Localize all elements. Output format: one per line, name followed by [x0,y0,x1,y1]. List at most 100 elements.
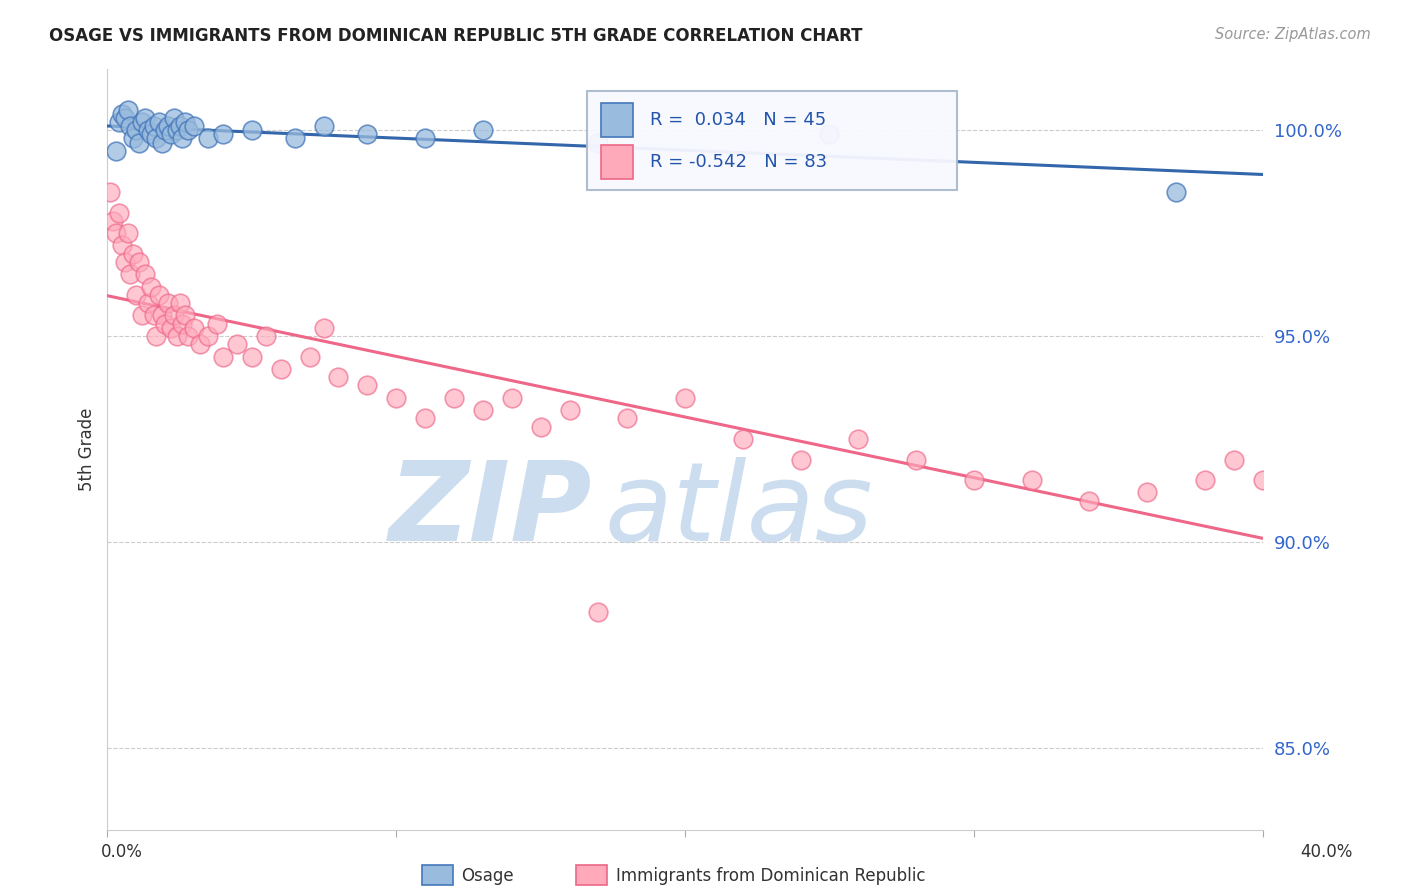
Point [356,128,378,142]
Point [145,131,167,145]
Point [212,128,235,142]
Point [160,320,183,334]
Text: 0.0%: 0.0% [101,843,143,861]
Text: Source: ZipAtlas.com: Source: ZipAtlas.com [1215,27,1371,42]
Point [163,111,186,125]
Point [284,131,307,145]
Point [197,329,219,343]
Point [128,255,150,269]
Point [98,185,121,199]
Point [172,317,194,331]
Point [963,473,986,487]
Text: OSAGE VS IMMIGRANTS FROM DOMINICAN REPUBLIC 5TH GRADE CORRELATION CHART: OSAGE VS IMMIGRANTS FROM DOMINICAN REPUB… [49,27,863,45]
Y-axis label: 5th Grade: 5th Grade [79,408,96,491]
Point [240,350,263,364]
Text: atlas: atlas [605,457,873,564]
Point [226,337,249,351]
Point [1251,473,1274,487]
Point [558,403,581,417]
Point [240,123,263,137]
Point [1164,185,1187,199]
Point [183,119,205,133]
Point [385,391,408,405]
Point [120,119,142,133]
Point [174,115,197,129]
Point [117,226,139,240]
Point [148,115,170,129]
Point [122,131,145,145]
Point [160,128,183,142]
Point [413,411,436,425]
Point [153,317,176,331]
Point [471,403,494,417]
FancyBboxPatch shape [600,145,633,179]
Point [188,337,211,351]
Point [148,288,170,302]
Point [174,309,197,323]
Point [183,320,205,334]
Text: R = -0.542   N = 83: R = -0.542 N = 83 [651,153,828,171]
Point [166,329,188,343]
Point [117,103,139,117]
Point [501,391,523,405]
Point [588,605,610,619]
Point [142,309,165,323]
Point [111,107,134,121]
Point [1136,485,1159,500]
Point [134,268,156,282]
Point [413,131,436,145]
FancyBboxPatch shape [586,91,956,190]
Point [134,111,156,125]
Text: R =  0.034   N = 45: R = 0.034 N = 45 [651,112,827,129]
Point [150,136,173,150]
FancyBboxPatch shape [600,103,633,137]
Point [166,123,188,137]
Point [125,123,148,137]
Point [905,452,928,467]
Point [673,391,696,405]
Point [789,452,811,467]
Point [731,432,754,446]
Point [157,119,180,133]
Point [136,296,159,310]
Point [120,268,142,282]
Point [114,255,136,269]
Point [254,329,277,343]
Point [105,226,128,240]
Point [122,246,145,260]
Point [1194,473,1216,487]
Point [111,238,134,252]
Point [197,131,219,145]
Point [142,119,165,133]
Point [145,329,167,343]
Point [356,378,378,392]
Point [298,350,321,364]
Point [616,411,638,425]
Point [105,144,128,158]
Point [169,296,191,310]
Point [1021,473,1043,487]
Point [108,115,131,129]
Point [153,123,176,137]
Point [136,123,159,137]
Point [270,362,292,376]
Point [312,320,335,334]
Point [212,350,235,364]
Point [312,119,335,133]
Text: Immigrants from Dominican Republic: Immigrants from Dominican Republic [616,867,925,885]
Point [108,205,131,219]
Point [131,309,153,323]
Point [205,317,228,331]
Point [177,329,200,343]
Point [1078,493,1101,508]
Point [530,419,553,434]
Point [471,123,494,137]
Point [125,288,148,302]
Point [169,119,191,133]
Text: Osage: Osage [461,867,513,885]
Point [114,111,136,125]
Point [818,128,841,142]
Point [588,136,610,150]
Point [101,214,124,228]
Point [150,309,173,323]
